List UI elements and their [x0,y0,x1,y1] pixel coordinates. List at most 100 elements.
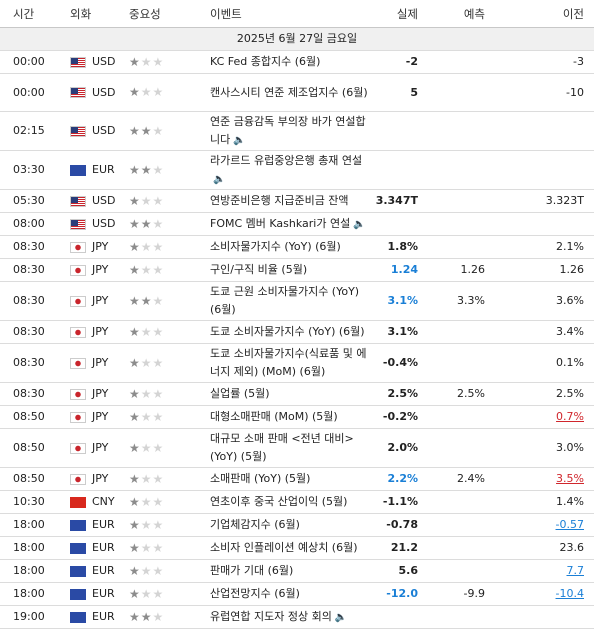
event-name[interactable]: 소매판매 (YoY) (5월) [200,467,375,491]
importance-star-icon: ★ [129,293,141,308]
header-time[interactable]: 시간 [0,0,60,28]
usd-flag-icon [70,218,86,230]
event-row[interactable]: 00:00 USD ★★★ KC Fed 종합지수 (6월) -2 -3 [0,50,594,74]
event-previous: 23.6 [495,536,594,560]
event-title[interactable]: 기업체감지수 (6월) [210,518,300,531]
previous-value[interactable]: -10.4 [555,587,584,600]
event-name[interactable]: 도쿄 근원 소비자물가지수 (YoY) (6월) [200,281,375,321]
event-title[interactable]: 대형소매판매 (MoM) (5월) [210,410,338,423]
event-title[interactable]: 연방준비은행 지급준비금 잔액 [210,194,349,207]
importance-star-icon: ★ [140,355,153,370]
event-name[interactable]: KC Fed 종합지수 (6월) [200,50,375,74]
event-name[interactable]: 도쿄 소비자물가지수 (YoY) (6월) [200,320,375,344]
event-time: 19:00 [0,605,60,629]
event-row[interactable]: 08:30 JPY ★★★ 도쿄 소비자물가지수(식료품 및 에너지 제외) (MoM… [0,343,594,383]
event-row[interactable]: 03:30 EUR ★★★ 라가르드 유럽중앙은행 총재 연설🔈 [0,150,594,190]
event-title[interactable]: 유럽연합 지도자 정상 회의 [210,609,332,623]
speaker-icon[interactable]: 🔈 [233,134,246,146]
event-row[interactable]: 19:00 EUR ★★★ 유럽연합 지도자 정상 회의 🔈 [0,605,594,629]
currency-code: JPY [92,356,109,369]
event-title[interactable]: 도쿄 소비자물가지수(식료품 및 에너지 제외) (MoM) (6월) [210,347,367,378]
importance-star-icon: ★ [129,409,141,424]
event-title[interactable]: KC Fed 종합지수 (6월) [210,55,321,68]
event-row[interactable]: 08:30 JPY ★★★ 소비자물가지수 (YoY) (6월) 1.8% 2.1% [0,235,594,259]
currency-code: JPY [92,263,109,276]
event-name[interactable]: 구인/구직 비율 (5월) [200,258,375,282]
previous-value[interactable]: -0.57 [555,518,584,531]
event-row[interactable]: 08:30 JPY ★★★ 구인/구직 비율 (5월) 1.24 1.26 1.26 [0,258,594,282]
event-name[interactable]: 유럽연합 지도자 정상 회의 🔈 [200,605,375,629]
speaker-icon[interactable]: 🔈 [353,218,366,230]
event-row[interactable]: 18:00 EUR ★★★ 산업전망지수 (6월) -12.0 -9.9 -10.4 [0,582,594,606]
event-row[interactable]: 05:30 USD ★★★ 연방준비은행 지급준비금 잔액 3.347T 3.323T [0,189,594,213]
event-title[interactable]: 실업률 (5월) [210,387,270,400]
event-row[interactable]: 18:00 EUR ★★★ 판매가 기대 (6월) 5.6 7.7 [0,559,594,583]
event-title[interactable]: 소비자 인플레이션 예상치 (6월) [210,541,358,554]
event-title[interactable]: 도쿄 근원 소비자물가지수 (YoY) (6월) [210,285,360,316]
event-actual [375,212,428,236]
event-currency: USD [60,212,119,236]
event-row[interactable]: 00:00 USD ★★★ 캔사스시티 연준 제조업지수 (6월) 5 -10 [0,73,594,112]
event-currency: JPY [60,320,119,344]
event-importance: ★★★ [119,467,200,491]
event-title[interactable]: 캔사스시티 연준 제조업지수 (6월) [210,85,368,99]
event-row[interactable]: 08:50 JPY ★★★ 대규모 소매 판매 <전년 대비> (YoY) (5월) 2… [0,428,594,468]
event-name[interactable]: 캔사스시티 연준 제조업지수 (6월) [200,73,375,112]
event-row[interactable]: 18:00 EUR ★★★ 기업체감지수 (6월) -0.78 -0.57 [0,513,594,537]
event-importance: ★★★ [119,189,200,213]
event-name[interactable]: 연초이후 중국 산업이익 (5월) [200,490,375,514]
event-row[interactable]: 08:50 JPY ★★★ 소매판매 (YoY) (5월) 2.2% 2.4% 3.5% [0,467,594,491]
event-name[interactable]: 실업률 (5월) [200,382,375,406]
event-importance: ★★★ [119,536,200,560]
event-name[interactable]: 소비자물가지수 (YoY) (6월) [200,235,375,259]
event-name[interactable]: 연방준비은행 지급준비금 잔액 [200,189,375,213]
event-currency: JPY [60,235,119,259]
event-name[interactable]: 대형소매판매 (MoM) (5월) [200,405,375,429]
event-row[interactable]: 08:00 USD ★★★ FOMC 멤버 Kashkari가 연설 🔈 [0,212,594,236]
event-title[interactable]: 판매가 기대 (6월) [210,564,294,577]
jpy-flag-icon [70,241,86,253]
event-title[interactable]: 연초이후 중국 산업이익 (5월) [210,495,348,508]
event-title[interactable]: 연준 금융감독 부의장 바가 연설합니다 [210,114,366,146]
header-currency[interactable]: 외화 [60,0,119,28]
event-name[interactable]: 소비자 인플레이션 예상치 (6월) [200,536,375,560]
event-name[interactable]: 산업전망지수 (6월) [200,582,375,606]
importance-star-icon: ★ [152,440,165,455]
event-name[interactable]: 라가르드 유럽중앙은행 총재 연설 🔈 [200,150,375,190]
header-previous[interactable]: 이전 [495,0,594,28]
event-row[interactable]: 08:30 JPY ★★★ 도쿄 근원 소비자물가지수 (YoY) (6월) 3.1% 3… [0,281,594,321]
event-name[interactable]: 연준 금융감독 부의장 바가 연설합니다 🔈 [200,111,375,151]
header-event[interactable]: 이벤트 [200,0,375,28]
importance-star-icon: ★ [140,193,153,208]
event-title[interactable]: 대규모 소매 판매 <전년 대비> (YoY) (5월) [210,432,354,463]
header-importance[interactable]: 중요성 [119,0,200,28]
event-name[interactable]: 대규모 소매 판매 <전년 대비> (YoY) (5월) [200,428,375,468]
event-row[interactable]: 10:30 CNY ★★★ 연초이후 중국 산업이익 (5월) -1.1% 1.4% [0,490,594,514]
event-title[interactable]: 소매판매 (YoY) (5월) [210,472,311,485]
header-actual[interactable]: 실제 [375,0,428,28]
event-row[interactable]: 18:00 EUR ★★★ 소비자 인플레이션 예상치 (6월) 21.2 23.6 [0,536,594,560]
previous-value[interactable]: 7.7 [566,564,585,577]
event-title[interactable]: 라가르드 유럽중앙은행 총재 연설 [210,153,363,167]
event-name[interactable]: FOMC 멤버 Kashkari가 연설 🔈 [200,212,375,236]
event-row[interactable]: 02:15 USD ★★★ 연준 금융감독 부의장 바가 연설합니다 🔈 [0,111,594,151]
speaker-icon[interactable]: 🔈 [334,611,348,623]
event-name[interactable]: 도쿄 소비자물가지수(식료품 및 에너지 제외) (MoM) (6월) [200,343,375,383]
event-currency: JPY [60,343,119,383]
event-row[interactable]: 08:30 JPY ★★★ 도쿄 소비자물가지수 (YoY) (6월) 3.1% 3.4% [0,320,594,344]
event-row[interactable]: 08:50 JPY ★★★ 대형소매판매 (MoM) (5월) -0.2% 0.7% [0,405,594,429]
event-title[interactable]: 도쿄 소비자물가지수 (YoY) (6월) [210,325,365,338]
previous-value[interactable]: 3.5% [556,472,584,485]
event-title[interactable]: 구인/구직 비율 (5월) [210,263,308,276]
currency-code: CNY [92,495,115,508]
header-forecast[interactable]: 예측 [428,0,495,28]
event-name[interactable]: 판매가 기대 (6월) [200,559,375,583]
usd-flag-icon [70,87,86,98]
event-name[interactable]: 기업체감지수 (6월) [200,513,375,537]
speaker-icon[interactable]: 🔈 [213,173,226,185]
event-title[interactable]: 산업전망지수 (6월) [210,587,300,600]
event-title[interactable]: FOMC 멤버 Kashkari가 연설 [210,216,351,230]
event-title[interactable]: 소비자물가지수 (YoY) (6월) [210,240,341,253]
event-row[interactable]: 08:30 JPY ★★★ 실업률 (5월) 2.5% 2.5% 2.5% [0,382,594,406]
previous-value[interactable]: 0.7% [556,410,584,423]
